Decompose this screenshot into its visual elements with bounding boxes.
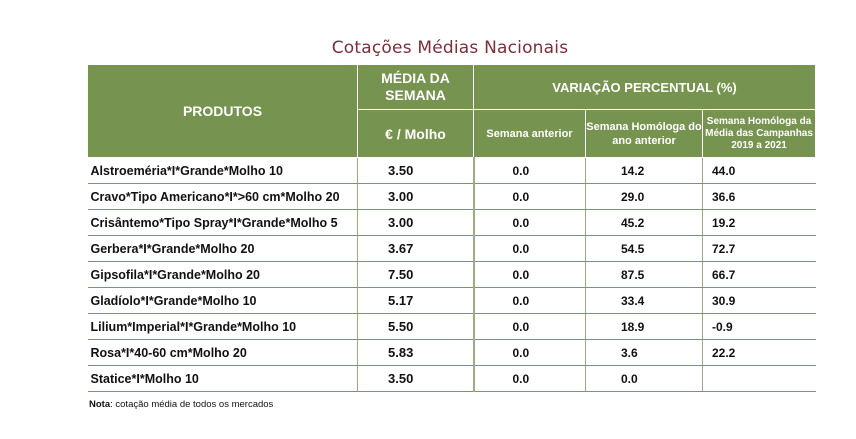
year-homologous-variation-cell: 33.4: [585, 287, 703, 314]
previous-week-variation-cell: 0.0: [472, 365, 586, 392]
weekly-average-price-cell: 3.50: [357, 365, 474, 392]
campaigns-homologous-variation-cell: 66.7: [701, 261, 816, 288]
campaigns-homologous-variation-cell: 22.2: [701, 339, 816, 366]
campaigns-homologous-variation-cell: 36.6: [701, 183, 816, 210]
table-row: Lilium*Imperial*I*Grande*Molho 10 5.50 0.0…: [87, 313, 816, 340]
weekly-average-price-cell: 3.00: [357, 183, 474, 210]
table-row: Gladíolo*I*Grande*Molho 10 5.17 0.0 33.4 30.…: [87, 287, 816, 314]
table-row: Statice*I*Molho 10 3.50 0.0 0.0: [87, 365, 816, 392]
weekly-average-price-cell: 7.50: [357, 261, 474, 288]
previous-week-variation-cell: 0.0: [472, 209, 586, 236]
weekly-average-price-cell: 5.50: [357, 313, 474, 340]
year-homologous-variation-cell: 0.0: [585, 365, 703, 392]
prices-table: PRODUTOS MÉDIA DA SEMANA VARIAÇÃO PERCEN…: [87, 64, 817, 392]
campaigns-homologous-variation-cell: 44.0: [701, 157, 816, 184]
header-media-semana: MÉDIA DA SEMANA: [357, 64, 474, 110]
year-homologous-variation-cell: 29.0: [585, 183, 703, 210]
campaigns-homologous-variation-cell: 72.7: [701, 235, 816, 262]
product-name-cell: Gladíolo*I*Grande*Molho 10: [87, 287, 358, 314]
footnote-text: : cotação média de todos os mercados: [110, 399, 274, 410]
previous-week-variation-cell: 0.0: [472, 183, 586, 210]
footnote: Nota: cotação média de todos os mercados: [89, 399, 273, 410]
weekly-average-price-cell: 3.67: [357, 235, 474, 262]
weekly-average-price-cell: 3.00: [357, 209, 474, 236]
table-row: Alstroeméria*I*Grande*Molho 10 3.50 0.0 14.…: [87, 157, 816, 184]
previous-week-variation-cell: 0.0: [472, 261, 586, 288]
table-row: Crisântemo*Tipo Spray*I*Grande*Molho 5 3.…: [87, 209, 816, 236]
previous-week-variation-cell: 0.0: [472, 287, 586, 314]
header-variacao-percentual: VARIAÇÃO PERCENTUAL (%): [472, 64, 817, 110]
page-title: Cotações Médias Nacionais: [331, 38, 569, 58]
campaigns-homologous-variation-cell: [701, 365, 816, 392]
header-produtos: PRODUTOS: [87, 64, 358, 158]
campaigns-homologous-variation-cell: 19.2: [701, 209, 816, 236]
year-homologous-variation-cell: 45.2: [585, 209, 703, 236]
table-row: Gerbera*I*Grande*Molho 20 3.67 0.0 54.5 72.7: [87, 235, 816, 262]
table-row: Cravo*Tipo Americano*I*>60 cm*Molho 20 3.…: [87, 183, 816, 210]
weekly-average-price-cell: 5.83: [357, 339, 474, 366]
previous-week-variation-cell: 0.0: [472, 235, 586, 262]
campaigns-homologous-variation-cell: -0.9: [701, 313, 816, 340]
year-homologous-variation-cell: 14.2: [585, 157, 703, 184]
table-row: Rosa*I*40-60 cm*Molho 20 5.83 0.0 3.6 22.2: [87, 339, 816, 366]
year-homologous-variation-cell: 3.6: [585, 339, 703, 366]
product-name-cell: Crisântemo*Tipo Spray*I*Grande*Molho 5: [87, 209, 358, 236]
table-row: Gipsofila*I*Grande*Molho 20 7.50 0.0 87.5 66…: [87, 261, 816, 288]
product-name-cell: Rosa*I*40-60 cm*Molho 20: [87, 339, 358, 366]
header-row-top: PRODUTOS MÉDIA DA SEMANA VARIAÇÃO PERCEN…: [87, 64, 817, 158]
product-name-cell: Alstroeméria*I*Grande*Molho 10: [87, 157, 358, 184]
year-homologous-variation-cell: 87.5: [585, 261, 703, 288]
header-homologa-ano-anterior: Semana Homóloga do ano anterior: [585, 109, 703, 158]
weekly-average-price-cell: 5.17: [357, 287, 474, 314]
header-homologa-campanhas: Semana Homóloga da Média das Campanhas 2…: [701, 109, 817, 158]
header-semana-anterior: Semana anterior: [473, 109, 586, 158]
product-name-cell: Statice*I*Molho 10: [87, 365, 358, 392]
weekly-average-price-cell: 3.50: [357, 157, 474, 184]
product-name-cell: Gipsofila*I*Grande*Molho 20: [87, 261, 358, 288]
year-homologous-variation-cell: 54.5: [585, 235, 703, 262]
product-name-cell: Gerbera*I*Grande*Molho 20: [87, 235, 358, 262]
campaigns-homologous-variation-cell: 30.9: [701, 287, 816, 314]
previous-week-variation-cell: 0.0: [472, 157, 586, 184]
previous-week-variation-cell: 0.0: [472, 313, 586, 340]
previous-week-variation-cell: 0.0: [472, 339, 586, 366]
product-name-cell: Cravo*Tipo Americano*I*>60 cm*Molho 20: [87, 183, 358, 210]
year-homologous-variation-cell: 18.9: [585, 313, 703, 340]
header-unit: € / Molho: [357, 109, 474, 158]
product-name-cell: Lilium*Imperial*I*Grande*Molho 10: [87, 313, 358, 340]
footnote-label: Nota: [89, 399, 111, 410]
